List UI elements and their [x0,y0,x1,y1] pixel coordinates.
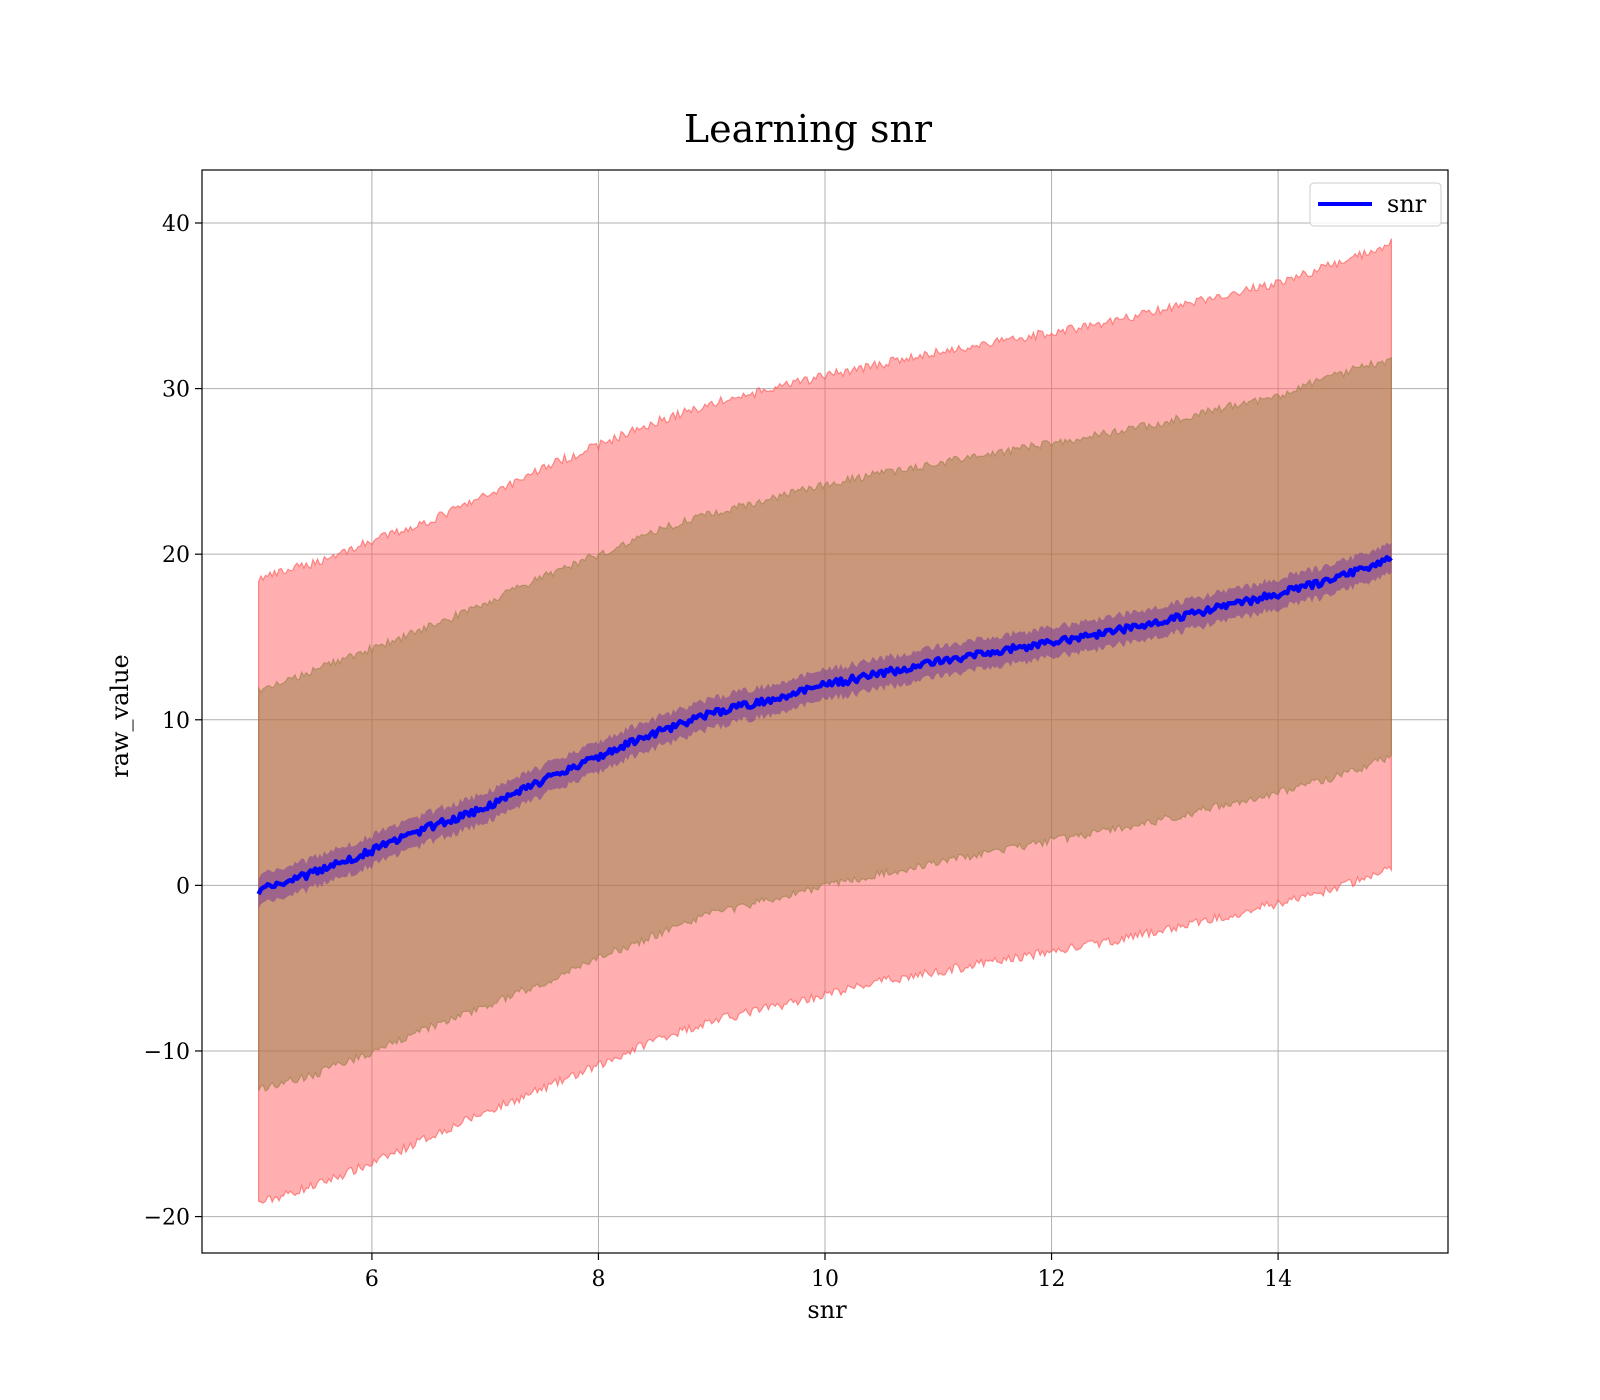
x-axis-label: snr [807,1296,847,1324]
y-axis-ticks: −20 −10 0 10 20 30 40 [144,212,202,1231]
x-tick-label: 10 [811,1267,839,1292]
y-tick-label: 20 [162,543,190,568]
x-tick-label: 8 [591,1267,605,1292]
bands [258,238,1392,1204]
y-tick-label: 30 [162,378,190,403]
y-tick-label: 10 [162,709,190,734]
x-tick-label: 6 [365,1267,379,1292]
legend-label-snr: snr [1387,190,1427,218]
x-tick-label: 14 [1264,1267,1292,1292]
series-line-snr [256,555,1393,896]
x-tick-label: 12 [1038,1267,1066,1292]
y-tick-label: 40 [162,212,190,237]
y-tick-label: 0 [176,874,190,899]
mean-band [258,542,1392,909]
x-axis-ticks: 6 8 10 12 14 [365,1253,1292,1292]
y-axis-label: raw_value [106,654,134,778]
inner-band [258,356,1392,1092]
y-tick-label: −20 [144,1206,190,1231]
chart-title: Learning snr [684,107,933,151]
legend: snr [1309,182,1442,227]
legend-box [1309,182,1442,227]
outer-band [258,238,1392,1204]
y-tick-label: −10 [144,1040,190,1065]
